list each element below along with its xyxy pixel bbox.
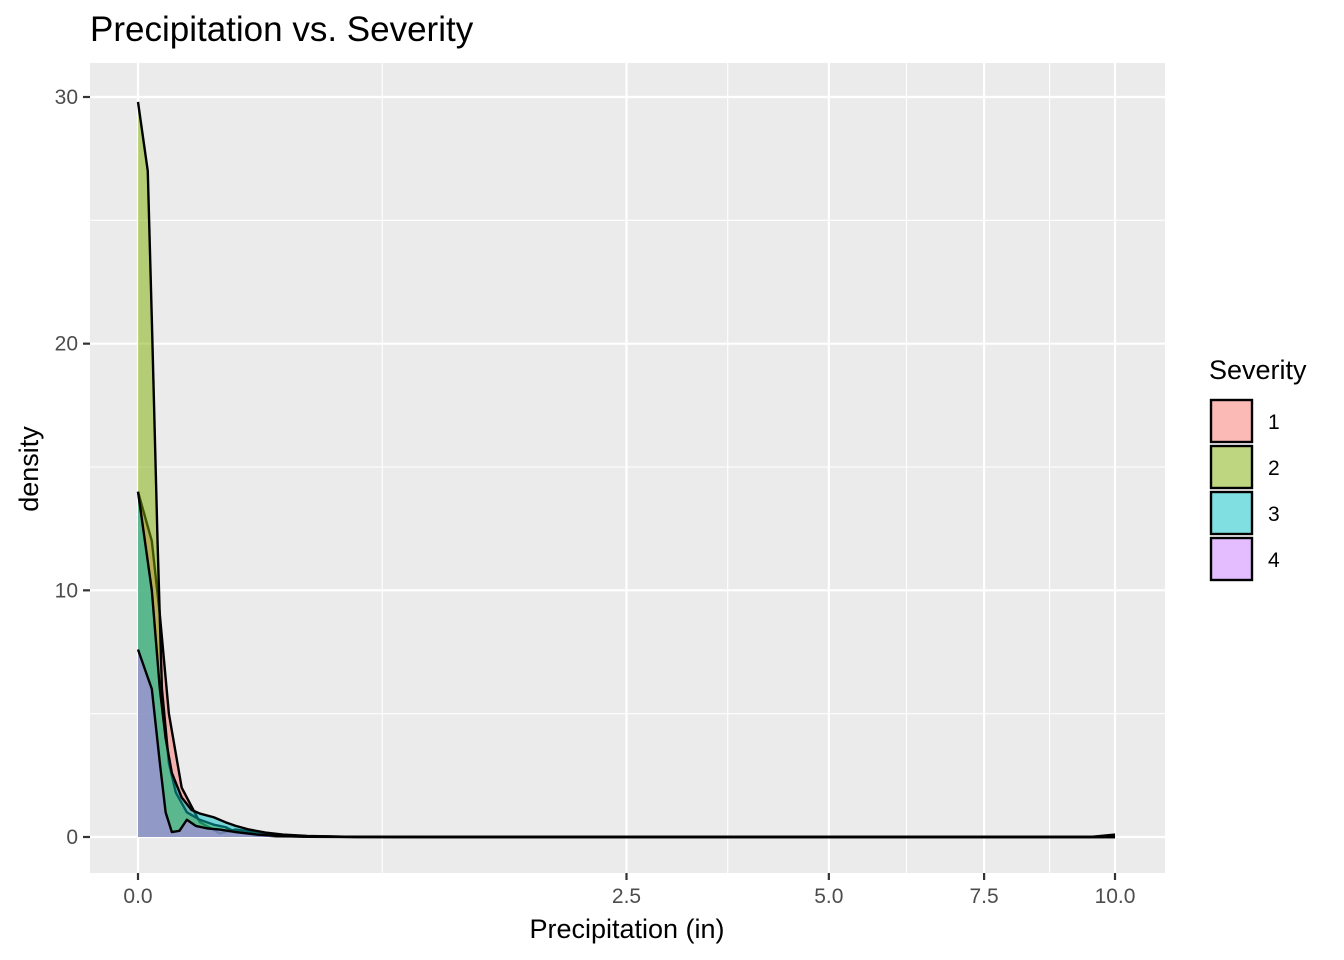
legend-label-severity-2: 2 xyxy=(1268,457,1280,480)
x-axis: 0.0 2.5 5.0 7.5 10.0 xyxy=(123,873,1135,908)
x-tick-label: 0.0 xyxy=(123,885,152,908)
y-axis-title: density xyxy=(14,426,44,512)
density-areas xyxy=(136,101,1116,839)
y-tick-label: 20 xyxy=(55,333,78,356)
legend: Severity 1 2 3 4 xyxy=(1209,355,1307,582)
chart-title: Precipitation vs. Severity xyxy=(90,10,474,49)
x-axis-title: Precipitation (in) xyxy=(529,914,724,944)
legend-label-severity-1: 1 xyxy=(1268,411,1280,434)
x-tick-label: 2.5 xyxy=(612,885,641,908)
legend-title: Severity xyxy=(1209,355,1307,385)
legend-label-severity-4: 4 xyxy=(1268,549,1280,572)
y-tick-label: 30 xyxy=(55,86,78,109)
density-line-severity-4 xyxy=(136,649,1115,839)
y-tick-label: 10 xyxy=(55,579,78,602)
legend-key-severity-4 xyxy=(1209,536,1254,582)
x-tick-label: 10.0 xyxy=(1095,885,1136,908)
legend-key-severity-3 xyxy=(1209,490,1254,536)
x-tick-label: 7.5 xyxy=(970,885,999,908)
x-tick-label: 5.0 xyxy=(814,885,843,908)
legend-key-severity-1 xyxy=(1209,398,1254,444)
legend-key-severity-2 xyxy=(1209,444,1254,490)
legend-label-severity-3: 3 xyxy=(1268,503,1280,526)
y-tick-label: 0 xyxy=(66,826,78,849)
y-axis: 0 10 20 30 xyxy=(55,86,90,849)
